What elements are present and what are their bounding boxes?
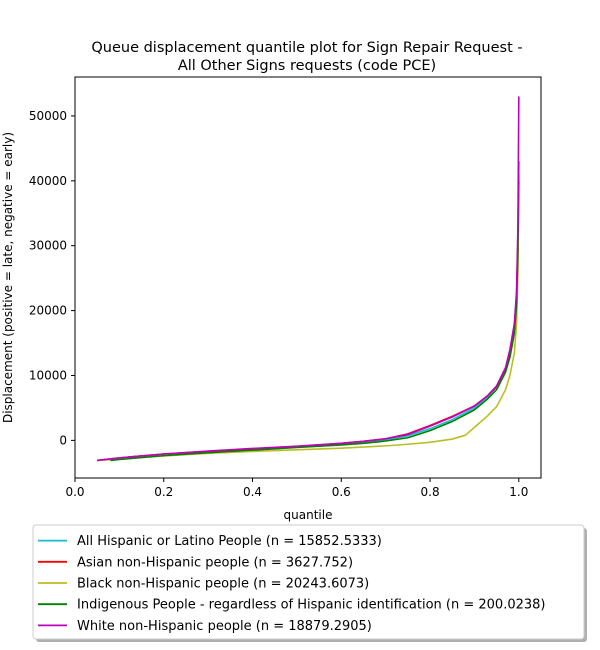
x-tick-label: 0.4 <box>243 485 262 499</box>
plot-area <box>74 76 542 479</box>
chart-title-line: All Other Signs requests (code PCE) <box>178 58 436 74</box>
legend-box <box>32 524 585 640</box>
y-axis-label: Displacement (positive = late, negative … <box>1 132 15 423</box>
legend-entry: White non-Hispanic people (n = 18879.290… <box>77 619 372 634</box>
series-line-0 <box>97 174 520 462</box>
y-tick-label: 50000 <box>29 109 67 123</box>
legend: All Hispanic or Latino People (n = 15852… <box>32 524 587 642</box>
series-line-3 <box>110 180 520 462</box>
y-tick-label: 40000 <box>29 174 67 188</box>
x-tick-label: 1.0 <box>509 485 528 499</box>
y-tick-label: 30000 <box>29 239 67 253</box>
y-tick-label: 10000 <box>29 368 67 382</box>
y-tick-label: 0 <box>59 433 67 447</box>
x-axis-label: quantile <box>284 508 333 522</box>
x-tick-label: 0.8 <box>421 485 440 499</box>
plot-frame <box>74 76 542 479</box>
y-tick-label: 20000 <box>29 304 67 318</box>
y-axis: 0 10000 20000 30000 40000 50000 <box>29 109 75 447</box>
series-lines <box>97 96 520 462</box>
x-tick-label: 0.0 <box>65 485 84 499</box>
series-line-4 <box>97 96 520 462</box>
legend-entry: All Hispanic or Latino People (n = 15852… <box>77 534 382 549</box>
x-tick-label: 0.6 <box>332 485 351 499</box>
legend-entry: Black non-Hispanic people (n = 20243.607… <box>77 577 369 592</box>
legend-entry: Asian non-Hispanic people (n = 3627.752) <box>77 555 353 570</box>
legend-entry: Indigenous People - regardless of Hispan… <box>77 598 546 613</box>
chart-title: Queue displacement quantile plot for Sig… <box>91 40 522 74</box>
x-tick-label: 0.2 <box>154 485 173 499</box>
x-axis: 0.0 0.2 0.4 0.6 0.8 1.0 <box>65 478 528 499</box>
series-line-2 <box>97 193 520 462</box>
chart-title-line: Queue displacement quantile plot for Sig… <box>91 40 522 56</box>
